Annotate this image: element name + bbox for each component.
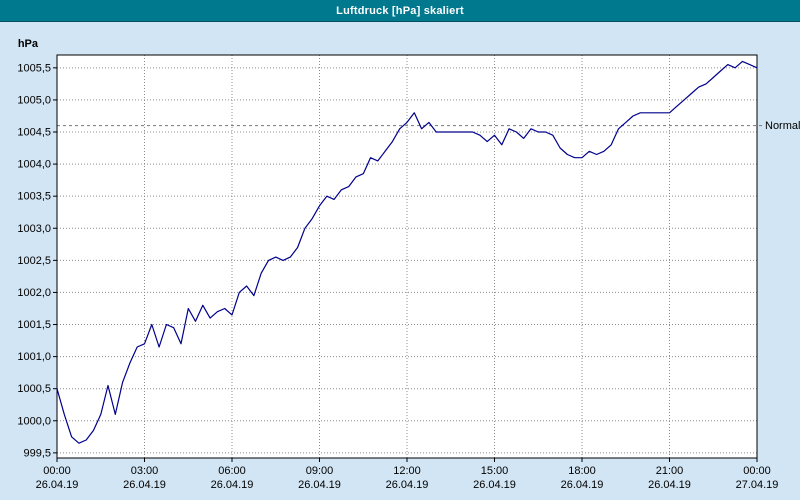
x-tick-time-label: 00:00 (43, 465, 71, 477)
x-tick-date-label: 26.04.19 (211, 479, 254, 491)
chart-title: Luftdruck [hPa] skaliert (336, 4, 464, 17)
y-tick-label: 1003,5 (17, 191, 51, 203)
x-tick-time-label: 21:00 (656, 465, 684, 477)
x-tick-time-label: 03:00 (131, 465, 159, 477)
x-tick-date-label: 26.04.19 (298, 479, 341, 491)
x-tick-date-label: 26.04.19 (648, 479, 691, 491)
x-tick-date-label: 26.04.19 (123, 479, 166, 491)
x-tick-time-label: 18:00 (568, 465, 596, 477)
y-tick-label: 1001,0 (17, 351, 51, 363)
x-tick-date-label: 26.04.19 (386, 479, 429, 491)
y-tick-label: 1003,0 (17, 223, 51, 235)
y-tick-label: 1000,5 (17, 383, 51, 395)
y-tick-label: 1004,0 (17, 159, 51, 171)
plot-border (56, 54, 758, 459)
y-tick-label: 1001,5 (17, 319, 51, 331)
y-tick-label: 1002,0 (17, 287, 51, 299)
x-tick-date-label: 26.04.19 (36, 479, 79, 491)
y-tick-label: 1000,0 (17, 415, 51, 427)
pressure-chart: 999,5 1000,0 1000,5 1001,0 1001,5 1002,0 1002,… (17, 38, 800, 491)
y-axis-unit-label: hPa (18, 38, 39, 50)
x-tick-time-label: 09:00 (306, 465, 334, 477)
chart-title-bar: Luftdruck [hPa] skaliert (0, 0, 800, 22)
x-tick-date-label: 26.04.19 (561, 479, 604, 491)
y-tick-label: 1002,5 (17, 255, 51, 267)
y-tick-label: 1005,0 (17, 94, 51, 106)
x-tick-time-label: 15:00 (481, 465, 509, 477)
x-tick-time-label: 00:00 (743, 465, 771, 477)
normal-label: Normal (765, 120, 800, 132)
x-tick-date-label: 27.04.19 (736, 479, 779, 491)
x-tick-date-label: 26.04.19 (473, 479, 516, 491)
x-tick-time-label: 06:00 (218, 465, 246, 477)
y-tick-label: 999,5 (23, 447, 51, 459)
y-tick-label: 1004,5 (17, 127, 51, 139)
y-tick-label: 1005,5 (17, 62, 51, 74)
pressure-series-line (56, 60, 758, 444)
x-tick-time-label: 12:00 (393, 465, 421, 477)
